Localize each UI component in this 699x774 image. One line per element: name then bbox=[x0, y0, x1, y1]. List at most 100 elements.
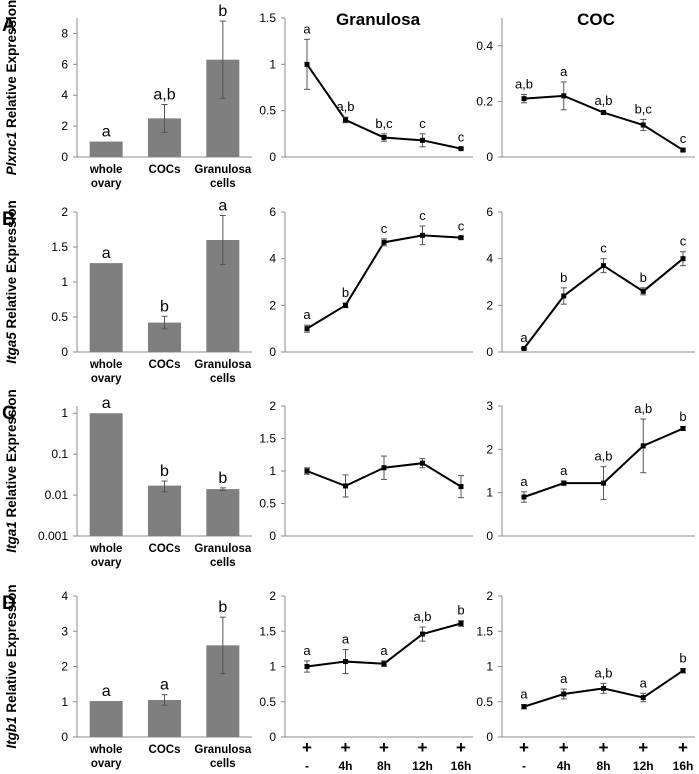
y-axis-label: Itga1 Relative Expression bbox=[4, 389, 19, 553]
y-tick-label: 1 bbox=[269, 660, 276, 674]
x-tick-label: - bbox=[305, 759, 309, 773]
data-point bbox=[640, 122, 646, 128]
category-label: ovary bbox=[91, 557, 122, 569]
y-axis-label: Plxnc1 Relative Expression bbox=[4, 0, 19, 175]
significance-letter: a,b bbox=[336, 99, 354, 114]
data-point bbox=[458, 484, 464, 490]
data-point bbox=[458, 235, 464, 241]
significance-letter: c bbox=[419, 208, 426, 223]
y-tick-label: 4 bbox=[61, 88, 68, 102]
significance-letter: a,b bbox=[594, 93, 612, 108]
granulosa-line-chart: 0 0.5 1 1.5 2 a + - a +4h a +8h a,b +12h b +16h bbox=[259, 589, 473, 773]
y-tick-label: 2 bbox=[269, 298, 276, 312]
x-tick-label: 16h bbox=[451, 759, 472, 773]
data-point bbox=[640, 443, 646, 449]
significance-letter: b bbox=[342, 285, 349, 300]
x-tick-label: - bbox=[522, 759, 526, 773]
y-tick-label: 2 bbox=[61, 119, 68, 133]
category-label: ovary bbox=[91, 758, 122, 770]
y-tick-label: 1.5 bbox=[259, 432, 276, 446]
category-label: Granulosa bbox=[194, 543, 251, 555]
data-point bbox=[304, 61, 310, 67]
bar bbox=[148, 699, 181, 737]
category-label: Granulosa bbox=[194, 164, 251, 176]
data-point bbox=[458, 146, 464, 152]
significance-letter: b bbox=[679, 409, 686, 424]
category-label: whole bbox=[89, 164, 123, 176]
significance-letter: a,b bbox=[594, 449, 612, 464]
y-tick-label: 0.5 bbox=[259, 497, 276, 511]
category-label: cells bbox=[210, 178, 236, 190]
category-label: cells bbox=[210, 557, 236, 569]
y-tick-label: 6 bbox=[269, 205, 276, 219]
y-tick-label: 0.5 bbox=[259, 104, 276, 118]
data-point bbox=[680, 426, 686, 432]
y-tick-label: 1.5 bbox=[259, 11, 276, 25]
significance-letter: a,b bbox=[594, 665, 612, 680]
data-point bbox=[561, 480, 567, 486]
significance-letter: a bbox=[560, 64, 568, 79]
y-tick-label: 1 bbox=[61, 695, 68, 709]
x-tick-label: 12h bbox=[412, 759, 433, 773]
data-point bbox=[601, 480, 606, 486]
gene-name: Plxnc1 bbox=[4, 132, 19, 176]
significance-letter: b bbox=[640, 270, 647, 285]
x-tick-label: 4h bbox=[557, 759, 571, 773]
y-axis-label-suffix: Relative Expression bbox=[4, 200, 19, 332]
data-point bbox=[521, 704, 527, 710]
significance-letter: c bbox=[381, 221, 388, 236]
x-tick-label: 12h bbox=[633, 759, 654, 773]
data-point bbox=[343, 117, 348, 123]
plus-sign: + bbox=[519, 738, 529, 757]
significance-letter: a bbox=[520, 330, 528, 345]
bar-chart: 0 1 2 3 4 a whole ovary a COCs b Granulosa cells bbox=[61, 589, 252, 770]
plus-sign: + bbox=[418, 738, 428, 757]
x-tick-label: 8h bbox=[377, 759, 391, 773]
y-tick-label: 2 bbox=[486, 589, 493, 603]
category-label: COCs bbox=[149, 744, 181, 756]
gene-name: Itga5 bbox=[4, 332, 19, 364]
y-tick-label: 1 bbox=[269, 464, 276, 478]
category-label: ovary bbox=[91, 373, 122, 385]
plus-sign: + bbox=[379, 738, 389, 757]
y-tick-label: 2 bbox=[486, 442, 493, 456]
bar-chart: 0.001 0.01 0.1 1 a whole ovary b COCs b Granulosa c… bbox=[38, 395, 252, 569]
bar bbox=[89, 701, 123, 737]
y-tick-label: 1 bbox=[61, 406, 68, 420]
data-point bbox=[561, 691, 567, 697]
significance-letter: b bbox=[218, 3, 227, 20]
y-tick-label: 0 bbox=[61, 150, 68, 164]
category-label: Granulosa bbox=[194, 359, 251, 371]
significance-letter: a bbox=[560, 671, 568, 686]
data-point bbox=[601, 263, 606, 269]
data-point bbox=[420, 631, 425, 637]
y-tick-label: 0 bbox=[486, 730, 493, 744]
bar bbox=[89, 263, 123, 352]
significance-letter: a bbox=[303, 643, 311, 658]
data-point bbox=[521, 346, 527, 351]
y-tick-label: 4 bbox=[269, 252, 276, 266]
significance-letter: c bbox=[600, 241, 607, 256]
significance-letter: c bbox=[419, 116, 426, 131]
data-point bbox=[381, 661, 387, 667]
granulosa-line-chart: 0 0.5 1 1.5 a a,b b,c c c bbox=[259, 11, 473, 164]
y-tick-label: 1.5 bbox=[51, 240, 68, 254]
y-tick-label: 0.4 bbox=[476, 39, 493, 53]
y-tick-label: 0.1 bbox=[51, 447, 68, 461]
y-tick-label: 2 bbox=[269, 399, 276, 413]
y-tick-label: 0.2 bbox=[476, 94, 493, 108]
significance-letter: a bbox=[303, 307, 311, 322]
y-tick-label: 4 bbox=[61, 589, 68, 603]
data-point bbox=[343, 483, 348, 489]
category-label: whole bbox=[89, 359, 123, 371]
y-tick-label: 1 bbox=[269, 57, 276, 71]
panel-label: C bbox=[2, 403, 16, 424]
y-tick-label: 0 bbox=[486, 529, 493, 543]
data-point bbox=[381, 135, 387, 141]
category-label: COCs bbox=[149, 164, 181, 176]
data-point bbox=[521, 96, 527, 102]
